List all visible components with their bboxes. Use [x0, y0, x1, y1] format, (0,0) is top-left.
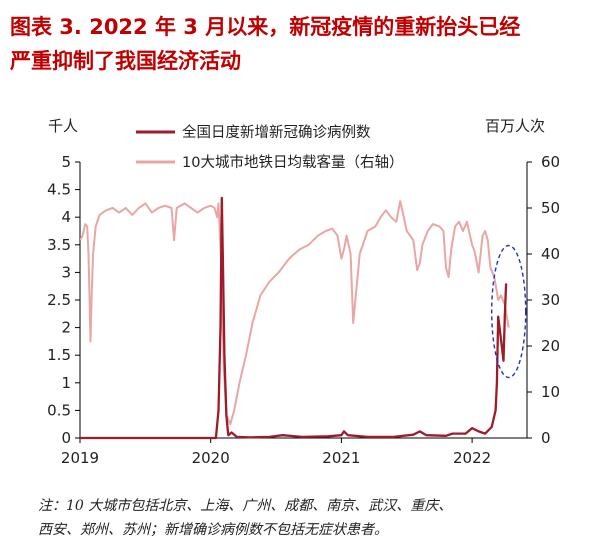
footnote-line1: 注：10 大城市包括北京、上海、广州、成都、南京、武汉、重庆、: [38, 498, 453, 514]
right-axis-tick-label: 30: [541, 291, 560, 309]
left-axis-tick-label: 4: [61, 208, 71, 226]
left-axis-tick-label: 2: [61, 319, 71, 337]
left-axis-tick-label: 3: [61, 263, 71, 281]
series-line-metro: [80, 200, 510, 426]
right-axis-tick-label: 0: [541, 429, 551, 447]
legend: 全国日度新增新冠确诊病例数 10大城市地铁日均载客量（右轴）: [136, 123, 403, 171]
left-axis-ticks: 0 0.5 1 1.5 2 2.5 3 3.5 4 4.5 5: [47, 153, 80, 447]
figure-title: 图表 3. 2022 年 3 月以来，新冠疫情的重新抬头已经 严重抑制了我国经济…: [10, 10, 595, 78]
x-axis-tick-label: 2021: [322, 449, 360, 467]
legend-label-cases: 全国日度新增新冠确诊病例数: [182, 123, 371, 141]
x-axis-ticks: 2019 2020 2021 2022: [61, 438, 491, 467]
figure-title-line1: 图表 3. 2022 年 3 月以来，新冠疫情的重新抬头已经: [10, 15, 521, 39]
x-axis-tick-label: 2020: [192, 449, 230, 467]
left-axis-tick-label: 4.5: [47, 181, 71, 199]
chart-svg: 千人 百万人次 全国日度新增新冠确诊病例数 10大城市地铁日均载客量（右轴） 0…: [47, 117, 560, 467]
right-axis-tick-label: 10: [541, 383, 560, 401]
footnote-line2: 西安、郑州、苏州；新增确诊病例数不包括无症状患者。: [38, 522, 388, 538]
right-axis-tick-label: 40: [541, 245, 560, 263]
series-line-cases: [80, 196, 508, 440]
left-axis-tick-label: 5: [61, 153, 71, 171]
x-axis-tick-label: 2019: [61, 449, 99, 467]
legend-label-metro: 10大城市地铁日均载客量（右轴）: [182, 154, 403, 171]
right-axis-tick-label: 20: [541, 337, 560, 355]
right-axis-unit: 百万人次: [485, 117, 545, 135]
highlight-ellipse: [491, 244, 527, 379]
left-axis-tick-label: 1.5: [47, 346, 71, 364]
left-axis-tick-label: 2.5: [47, 291, 71, 309]
right-axis-ticks: 0 10 20 30 40 50 60: [527, 153, 560, 447]
left-axis-tick-label: 0: [61, 429, 71, 447]
left-axis-tick-label: 0.5: [47, 401, 71, 419]
left-axis-tick-label: 1: [61, 374, 71, 392]
axes: [79, 162, 528, 439]
left-axis-unit: 千人: [48, 117, 78, 135]
right-axis-tick-label: 50: [541, 199, 560, 217]
footnote: 注：10 大城市包括北京、上海、广州、成都、南京、武汉、重庆、 西安、郑州、苏州…: [38, 494, 588, 542]
x-axis-tick-label: 2022: [453, 449, 491, 467]
figure-title-line2: 严重抑制了我国经济活动: [10, 49, 241, 73]
right-axis-tick-label: 60: [541, 153, 560, 171]
left-axis-tick-label: 3.5: [47, 236, 71, 254]
